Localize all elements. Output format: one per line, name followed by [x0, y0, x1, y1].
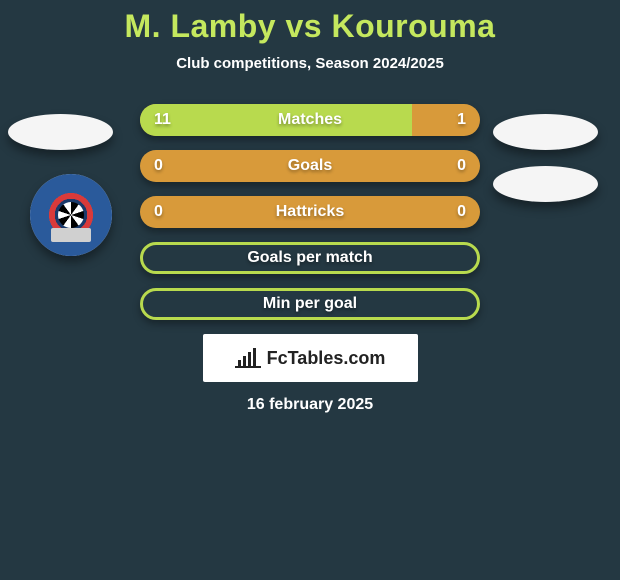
club-logo: [30, 174, 112, 256]
page-subtitle: Club competitions, Season 2024/2025: [0, 55, 620, 72]
stat-row: 11Matches1: [140, 104, 480, 136]
stat-label: Min per goal: [143, 291, 477, 317]
stat-label: Goals: [140, 150, 480, 182]
club-crest-icon: [30, 174, 112, 256]
stats-area: 11Matches10Goals00Hattricks0Goals per ma…: [0, 104, 620, 320]
stat-value-right: [449, 291, 477, 317]
brand-box[interactable]: FcTables.com: [203, 334, 418, 382]
stat-label: Matches: [140, 104, 480, 136]
page-title: M. Lamby vs Kourouma: [0, 8, 620, 45]
stat-bars: 11Matches10Goals00Hattricks0Goals per ma…: [140, 104, 480, 320]
stat-label: Hattricks: [140, 196, 480, 228]
player-left-badge: [8, 114, 113, 150]
player-right-badge-1: [493, 114, 598, 150]
comparison-card: M. Lamby vs Kourouma Club competitions, …: [0, 0, 620, 414]
stat-value-right: [449, 245, 477, 271]
brand-text: FcTables.com: [267, 348, 386, 369]
stat-row: 0Hattricks0: [140, 196, 480, 228]
stat-value-right: 0: [443, 196, 480, 228]
stat-value-right: 1: [443, 104, 480, 136]
bar-chart-icon: [235, 348, 261, 368]
stat-label: Goals per match: [143, 245, 477, 271]
stat-row: 0Goals0: [140, 150, 480, 182]
stat-value-right: 0: [443, 150, 480, 182]
stat-row: Goals per match: [140, 242, 480, 274]
player-right-badge-2: [493, 166, 598, 202]
footer-date: 16 february 2025: [0, 396, 620, 414]
stat-row: Min per goal: [140, 288, 480, 320]
